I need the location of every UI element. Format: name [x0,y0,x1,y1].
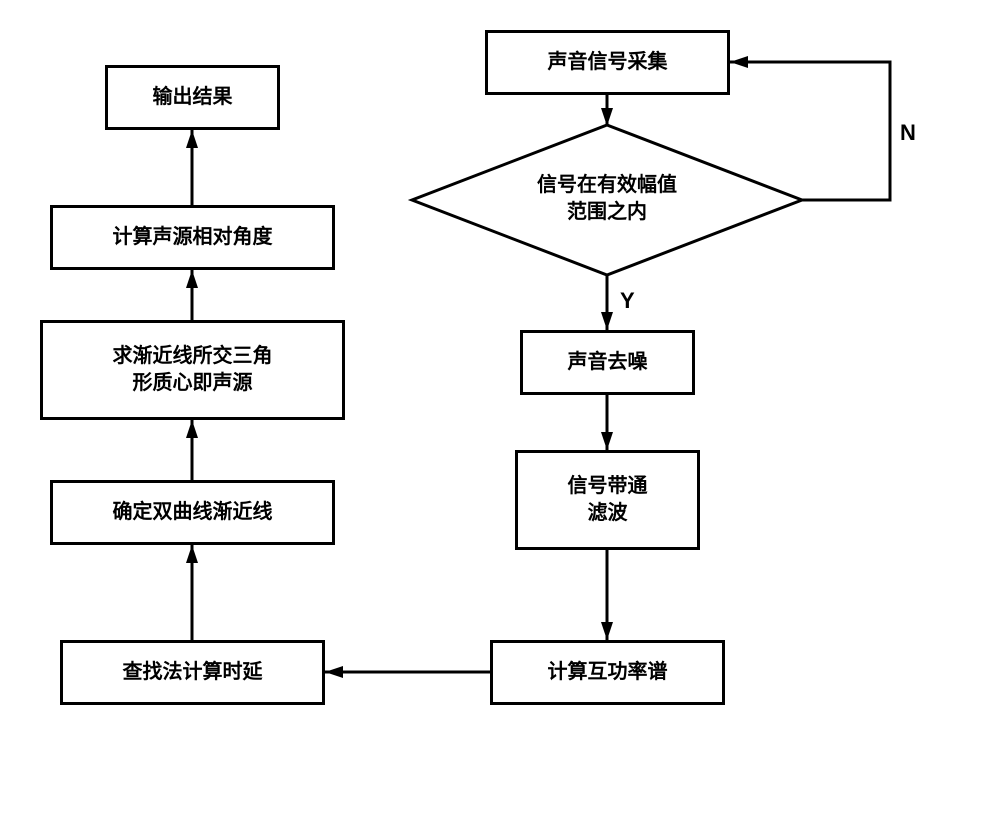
flow-arrowhead-9 [186,130,198,148]
flow-arrowhead-7 [186,420,198,438]
flow-arrowhead-1 [601,312,613,330]
flow-arrowhead-4 [601,622,613,640]
flow-node-n7: 求渐近线所交三角形质心即声源 [40,320,345,420]
flow-arrowhead-5 [325,666,343,678]
flow-arrowhead-6 [186,545,198,563]
flow-node-n4: 计算互功率谱 [490,640,725,705]
flow-arrowhead-3 [601,432,613,450]
flow-edge-label-1: Y [620,288,635,314]
flow-decision-label-d1: 信号在有效幅值范围之内 [412,172,802,226]
flow-node-n5: 查找法计算时延 [60,640,325,705]
flow-arrowhead-2 [730,56,748,68]
flow-node-n2: 声音去噪 [520,330,695,395]
flow-node-n3: 信号带通滤波 [515,450,700,550]
flow-arrowhead-0 [601,108,613,126]
flow-node-n1: 声音信号采集 [485,30,730,95]
flow-node-n8: 计算声源相对角度 [50,205,335,270]
flow-arrowhead-8 [186,270,198,288]
flow-edge-label-2: N [900,120,916,146]
flow-node-n6: 确定双曲线渐近线 [50,480,335,545]
flow-node-n9: 输出结果 [105,65,280,130]
